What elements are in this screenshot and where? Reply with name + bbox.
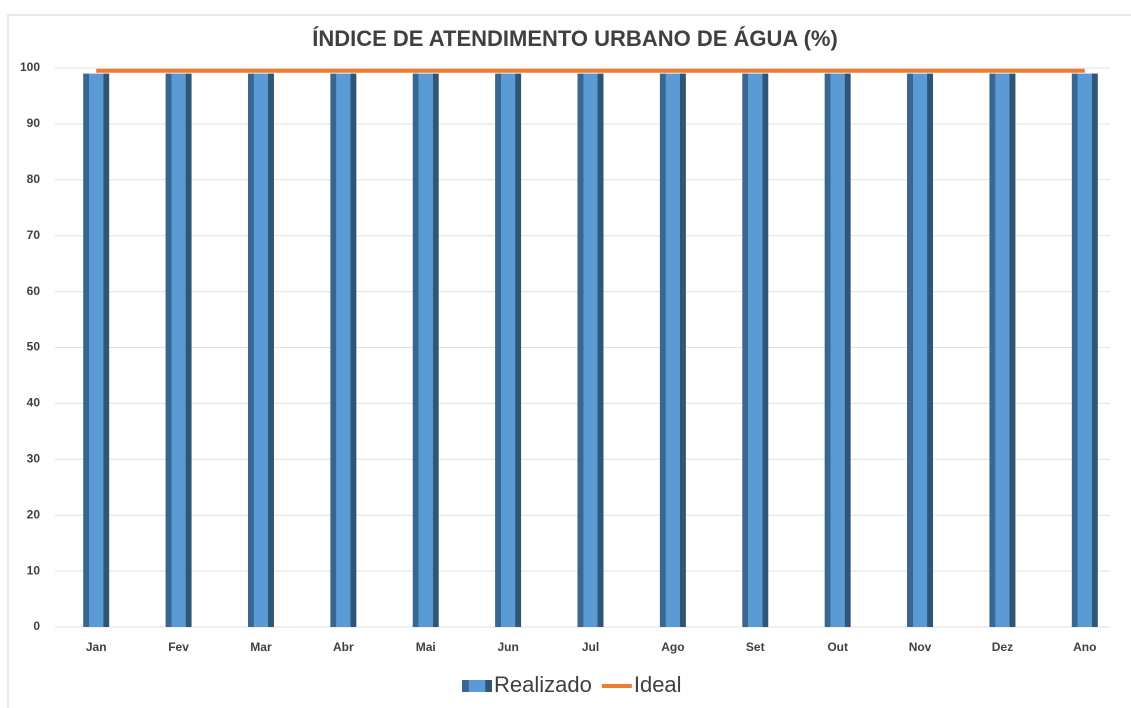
x-tick-label: Mai (416, 640, 436, 654)
x-tick-label: Jan (86, 640, 107, 654)
bar (1071, 73, 1098, 628)
bar (495, 73, 522, 628)
bar (907, 73, 934, 628)
y-tick-label: 60 (27, 284, 41, 298)
x-tick-label: Jul (582, 640, 599, 654)
x-tick-label: Out (827, 640, 848, 654)
x-tick-label: Ago (661, 640, 684, 654)
y-tick-label: 70 (27, 228, 41, 242)
y-tick-label: 80 (27, 172, 41, 186)
x-tick-label: Fev (168, 640, 189, 654)
x-tick-label: Ano (1073, 640, 1096, 654)
y-tick-label: 90 (27, 116, 41, 130)
x-tick-label: Mar (250, 640, 272, 654)
chart-frame (7, 14, 1131, 708)
bar (165, 73, 192, 628)
bar (83, 73, 110, 628)
x-tick-label: Set (746, 640, 765, 654)
bar (824, 73, 851, 628)
y-tick-label: 30 (27, 451, 41, 465)
legend-label: Realizado (494, 672, 592, 697)
bar (330, 73, 357, 628)
legend-label: Ideal (634, 672, 682, 697)
chart-title: ÍNDICE DE ATENDIMENTO URBANO DE ÁGUA (%) (312, 26, 838, 51)
bar (659, 73, 686, 628)
y-tick-label: 100 (20, 60, 40, 74)
x-tick-label: Abr (333, 640, 354, 654)
y-tick-label: 0 (33, 619, 40, 633)
bar (247, 73, 274, 628)
legend-swatch (462, 680, 492, 692)
bar (989, 73, 1016, 628)
y-tick-label: 20 (27, 507, 41, 521)
x-tick-label: Jun (497, 640, 518, 654)
bar (412, 73, 439, 628)
x-tick-label: Nov (909, 640, 932, 654)
x-tick-label: Dez (992, 640, 1013, 654)
bar (742, 73, 769, 628)
y-tick-label: 40 (27, 396, 41, 410)
bar (577, 73, 604, 628)
y-tick-label: 50 (27, 340, 41, 354)
y-tick-label: 10 (27, 563, 41, 577)
